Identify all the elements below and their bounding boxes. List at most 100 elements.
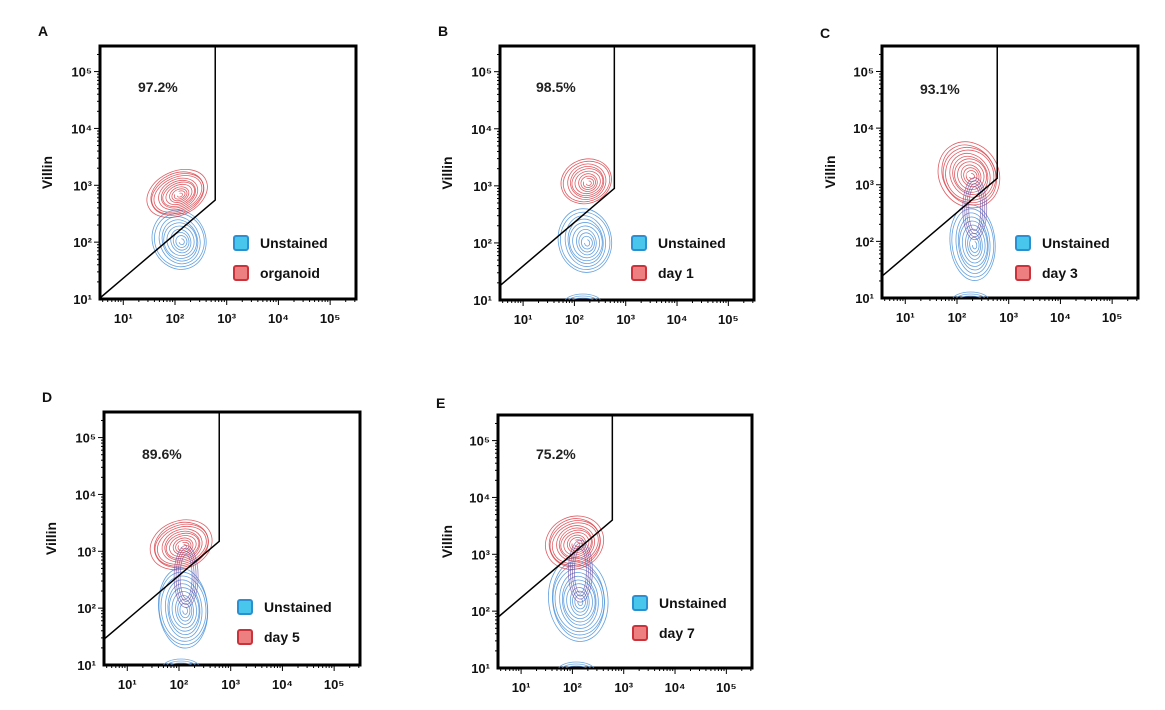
overlap-contour: [962, 177, 988, 241]
sample-contour: [580, 175, 596, 190]
unstained-tail-contour: [571, 297, 595, 300]
y-tick-label: 10³: [471, 547, 490, 562]
y-tick-label: 10⁴: [471, 122, 492, 137]
sample-contour: [161, 528, 203, 563]
legend-swatch-sample: [237, 629, 253, 645]
panel-letter: D: [42, 389, 52, 405]
unstained-contour: [164, 579, 203, 639]
legend-swatch-unstained: [631, 235, 647, 251]
unstained-contour: [172, 232, 190, 251]
sample-contour: [156, 525, 207, 565]
y-axis-label: Villin: [439, 156, 455, 189]
y-axis-label: Villin: [439, 525, 455, 558]
legend: Unstained day 5: [237, 599, 332, 645]
y-tick-label: 10²: [471, 604, 490, 619]
gate-outline[interactable]: [497, 415, 614, 618]
y-tick-label: 10³: [855, 178, 874, 193]
y-tick-label: 10³: [77, 544, 96, 559]
plot-frame: [102, 410, 362, 667]
y-tick-label: 10²: [473, 236, 492, 251]
contour-layer: [146, 168, 208, 270]
unstained-tail-contour: [955, 293, 986, 298]
sample-contour: [165, 183, 193, 206]
gate-percentage: 97.2%: [138, 79, 178, 95]
unstained-tail-contour: [166, 660, 196, 665]
panel-letter: E: [436, 395, 445, 411]
sample-contour: [957, 161, 985, 190]
sample-contour: [570, 165, 605, 198]
gate-outline[interactable]: [499, 46, 616, 287]
sample-contour: [153, 175, 203, 213]
y-tick-label: 10²: [77, 601, 96, 616]
overlap-contour: [966, 183, 984, 235]
sample-contour: [172, 537, 194, 555]
gate-outline[interactable]: [99, 46, 216, 299]
sample-contour: [560, 529, 592, 558]
legend-swatch-sample: [632, 625, 648, 641]
unstained-contour: [951, 208, 995, 278]
legend-swatch-sample: [1015, 265, 1031, 281]
legend-label-sample: day 1: [658, 265, 694, 281]
y-tick-label: 10¹: [855, 291, 874, 306]
sample-core: [174, 190, 180, 196]
sample-contour: [563, 532, 590, 556]
legend-label-unstained: Unstained: [264, 599, 332, 615]
unstained-contour: [563, 579, 596, 623]
unstained-contour: [177, 598, 193, 622]
y-tick-label: 10¹: [73, 292, 92, 307]
sample-contour: [165, 532, 200, 559]
unstained-tail-contour: [952, 291, 989, 298]
y-tick-label: 10⁵: [71, 65, 92, 80]
unstained-contour: [168, 587, 200, 632]
plot-frame: [880, 44, 1140, 300]
sample-contour: [556, 525, 595, 562]
legend: Unstained day 7: [632, 595, 727, 641]
sample-contour: [162, 181, 195, 207]
x-tick-label: 10¹: [514, 312, 533, 327]
y-tick-label: 10⁵: [75, 431, 96, 446]
legend-label-sample: day 3: [1042, 265, 1078, 281]
unstained-core: [176, 237, 182, 243]
sample-core: [178, 542, 184, 548]
unstained-contour: [151, 209, 207, 270]
y-tick-label: 10¹: [473, 293, 492, 308]
gate-outline[interactable]: [881, 46, 998, 277]
sample-contour: [954, 158, 987, 193]
unstained-core: [970, 240, 976, 246]
panel-E: E Villin 10¹ 10² 10³ 10⁴ 10⁵ 10¹ 10² 10³ 10⁴ 10⁵ 75.…: [436, 395, 754, 695]
contour-layer: [149, 519, 213, 665]
overlap-contour: [173, 545, 199, 608]
overlap-contour: [175, 548, 197, 605]
y-tick-label: 10³: [473, 179, 492, 194]
overlap-contour: [571, 545, 589, 597]
sample-contour: [578, 173, 598, 192]
x-tick-label: 10²: [166, 311, 185, 326]
contour-layer: [557, 158, 613, 300]
unstained-tail-contour: [169, 662, 193, 665]
sample-contour: [566, 534, 587, 554]
x-tick-label: 10⁵: [1102, 310, 1123, 325]
sample-contour: [562, 160, 611, 203]
gate-outline[interactable]: [103, 412, 220, 640]
legend: Unstained organoid: [233, 235, 328, 281]
x-tick-label: 10²: [948, 310, 967, 325]
unstained-contour: [569, 587, 590, 616]
sample-contour: [146, 168, 208, 218]
legend-label-unstained: Unstained: [260, 235, 328, 251]
sample-contour: [150, 171, 205, 216]
unstained-tail-contour: [564, 293, 601, 300]
x-tick-label: 10²: [565, 312, 584, 327]
unstained-tail-contour: [959, 295, 982, 298]
y-tick-label: 10²: [855, 234, 874, 249]
x-tick-label: 10¹: [118, 677, 137, 692]
panel-letter: C: [820, 25, 830, 41]
overlap-contour: [567, 539, 593, 603]
unstained-tail-contour: [558, 661, 595, 668]
legend-swatch-unstained: [1015, 235, 1031, 251]
unstained-contour: [559, 572, 599, 629]
legend-swatch-sample: [631, 265, 647, 281]
unstained-core: [582, 238, 588, 244]
sample-contour: [582, 178, 595, 188]
sample-contour: [160, 179, 196, 209]
